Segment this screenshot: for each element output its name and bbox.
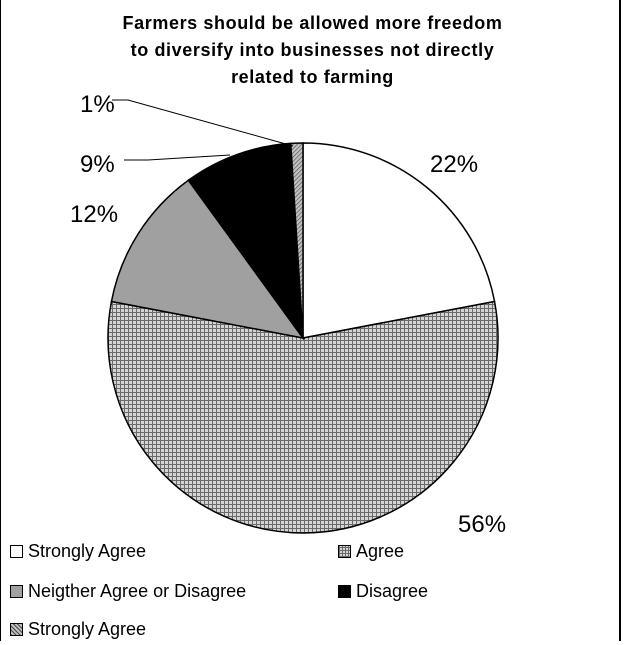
leader-line-strongly-agree-2 — [112, 99, 294, 147]
pie-slice-strongly-agree — [302, 142, 496, 339]
data-label-neither: 12% — [70, 201, 118, 228]
legend-label-agree: Agree — [356, 541, 405, 561]
legend-item-strongly-agree-2: Strongly Agree — [10, 619, 146, 640]
legend-label-strongly-agree-2: Strongly Agree — [28, 619, 147, 639]
data-label-disagree: 9% — [80, 151, 115, 178]
data-label-strongly-agree: 22% — [430, 151, 478, 178]
legend-swatch-disagree — [338, 585, 351, 598]
legend-item-disagree: Disagree — [338, 581, 428, 602]
legend-swatch-neither — [10, 585, 23, 598]
legend-item-neither: Neigther Agree or Disagree — [10, 581, 246, 602]
data-label-agree: 56% — [458, 511, 506, 538]
pie-slice-disagree — [187, 142, 304, 341]
legend: Strongly Agree Agree Neigther Agree or D… — [10, 535, 610, 645]
legend-label-strongly-agree: Strongly Agree — [28, 541, 147, 561]
legend-swatch-strongly-agree-2 — [10, 623, 23, 636]
legend-swatch-agree — [338, 545, 351, 558]
legend-label-neither: Neigther Agree or Disagree — [28, 581, 247, 601]
data-label-strongly-agree-2: 1% — [80, 91, 115, 118]
pie-slice-agree — [107, 300, 499, 534]
pie-slice-strongly-agree-2 — [289, 142, 304, 339]
legend-swatch-strongly-agree — [10, 545, 23, 558]
leader-line-disagree — [124, 154, 231, 161]
pie-slice-neither — [110, 179, 305, 340]
chart-title: Farmers should be allowed more freedom t… — [122, 13, 503, 87]
legend-label-disagree: Disagree — [356, 581, 429, 601]
legend-item-strongly-agree: Strongly Agree — [10, 541, 146, 562]
legend-item-agree: Agree — [338, 541, 404, 562]
